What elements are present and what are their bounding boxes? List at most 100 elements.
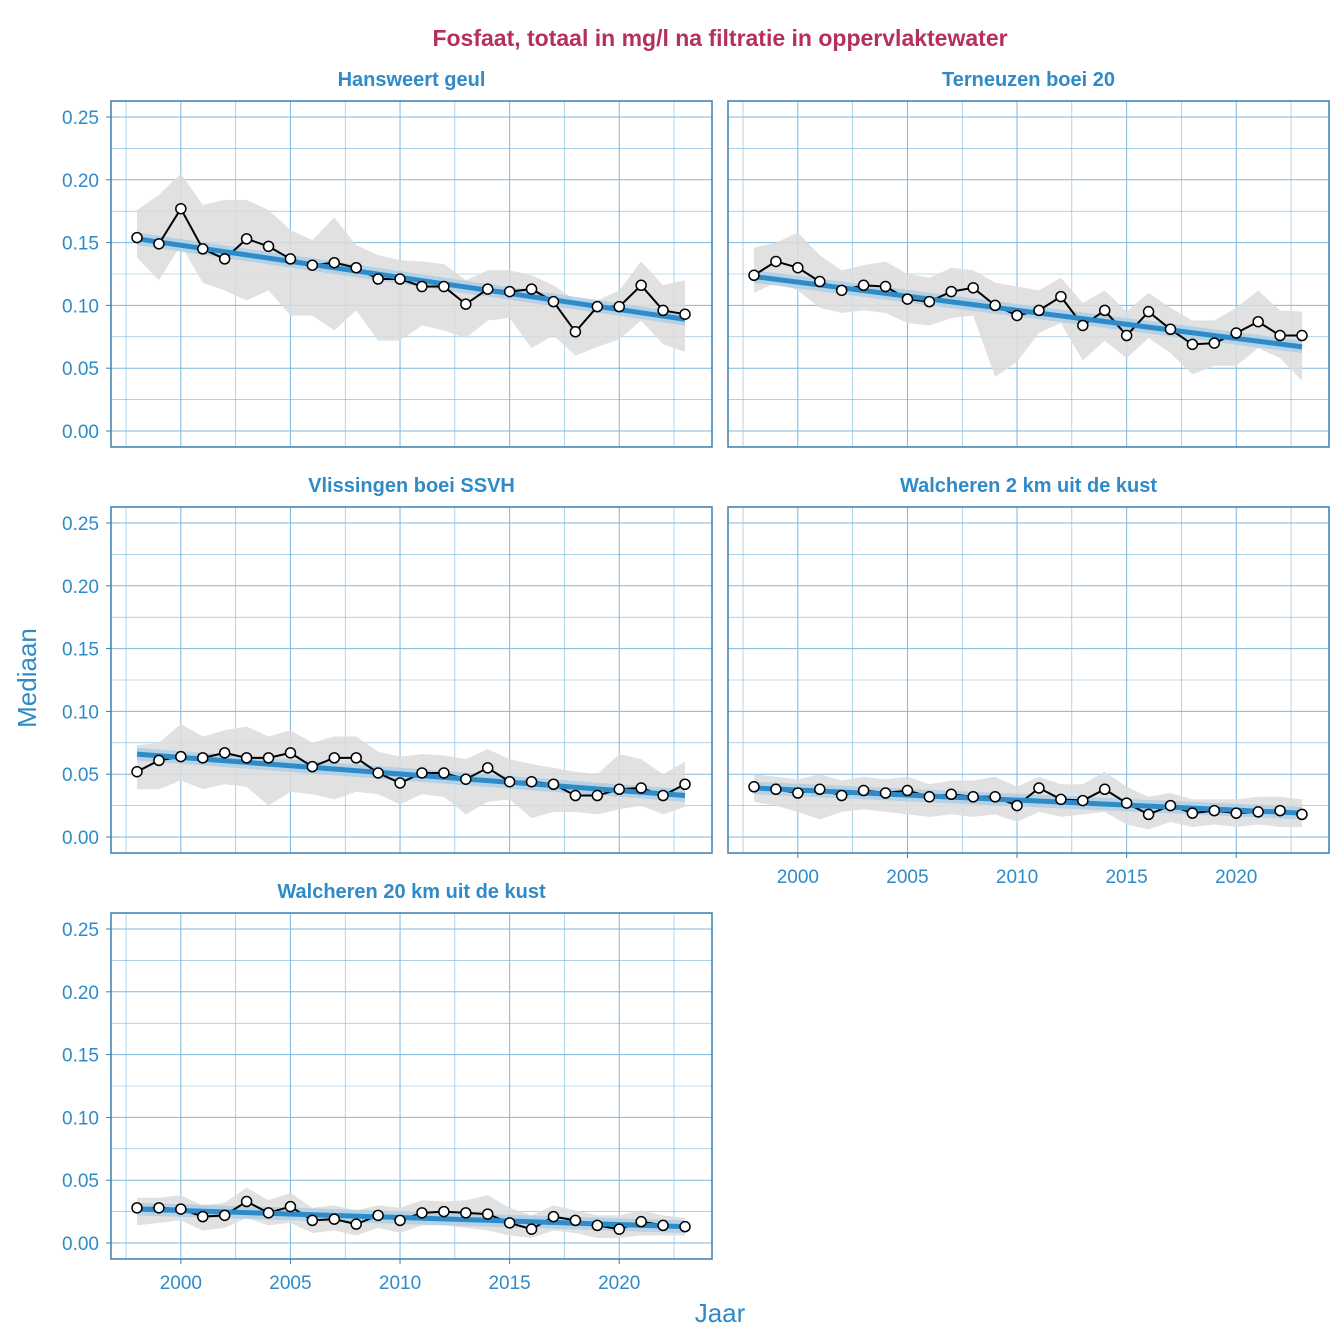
data-point — [1208, 804, 1221, 817]
y-tick-label: 0.05 — [62, 1171, 99, 1192]
data-point — [591, 300, 604, 313]
x-tick-label: 2015 — [1105, 867, 1147, 888]
data-point — [328, 256, 341, 269]
data-point — [989, 791, 1001, 803]
data-point — [1055, 290, 1067, 303]
data-point — [262, 1207, 275, 1219]
data-point — [394, 1214, 406, 1227]
data-point — [197, 752, 209, 764]
data-point — [1274, 804, 1286, 817]
data-point — [923, 791, 936, 803]
data-point — [175, 750, 187, 763]
y-tick-label: 0.05 — [62, 765, 99, 786]
panel-title: Terneuzen boei 20 — [942, 69, 1115, 91]
data-point — [481, 762, 494, 774]
data-point — [416, 767, 428, 779]
y-tick-label: 0.00 — [62, 422, 99, 443]
data-point — [350, 261, 362, 274]
data-point — [569, 1214, 582, 1227]
y-tick-label: 0.15 — [62, 640, 99, 661]
data-point — [770, 783, 782, 796]
data-point — [240, 233, 253, 245]
data-point — [460, 298, 472, 310]
data-point — [328, 752, 341, 764]
data-point — [284, 253, 297, 265]
data-point — [218, 253, 231, 265]
data-point — [945, 788, 958, 801]
y-tick-label: 0.20 — [62, 577, 99, 598]
data-point — [792, 787, 804, 799]
data-point — [503, 775, 516, 788]
data-point — [770, 255, 782, 268]
data-point — [1011, 309, 1023, 322]
data-point — [416, 280, 428, 293]
panel-0: Hansweert geul 0.00 0.05 0.10 0.15 0.20 0.25 — [62, 69, 713, 448]
data-point — [1296, 329, 1308, 342]
range-ribbon — [137, 173, 685, 356]
data-point — [1011, 799, 1023, 812]
data-point — [153, 1202, 165, 1214]
data-point — [306, 259, 319, 271]
panel-1: Terneuzen boei 20 — [727, 69, 1330, 448]
panel-border — [727, 100, 1330, 448]
panel-title: Hansweert geul — [338, 69, 486, 91]
data-point — [657, 1219, 669, 1232]
data-point — [262, 240, 275, 253]
data-point — [635, 279, 647, 292]
y-axis-title: Mediaan — [12, 628, 42, 728]
data-point — [1186, 807, 1199, 819]
data-point — [547, 778, 560, 790]
data-point — [503, 1217, 516, 1229]
data-point — [284, 1200, 297, 1213]
panel-title: Vlissingen boei SSVH — [308, 475, 515, 497]
data-point — [1033, 782, 1045, 794]
y-tick-label: 0.10 — [62, 702, 99, 723]
x-tick-label: 2020 — [598, 1273, 640, 1294]
data-point — [1164, 323, 1177, 336]
data-point — [1230, 327, 1242, 339]
x-tick-label: 2005 — [886, 867, 928, 888]
data-point — [1252, 315, 1264, 328]
data-point — [591, 789, 604, 802]
data-point — [131, 231, 143, 244]
panel-title: Walcheren 2 km uit de kust — [900, 475, 1157, 497]
panel-border — [110, 506, 713, 854]
data-point — [306, 760, 319, 773]
data-point — [613, 1223, 625, 1235]
x-tick-label: 2010 — [996, 867, 1038, 888]
y-tick-label: 0.00 — [62, 828, 99, 849]
panel-title: Walcheren 20 km uit de kust — [277, 881, 546, 903]
data-point — [879, 787, 892, 799]
chart-title: Fosfaat, totaal in mg/l na filtratie in … — [432, 25, 1007, 51]
y-tick-label: 0.25 — [62, 108, 99, 129]
data-point — [792, 261, 804, 274]
data-point — [613, 300, 625, 313]
data-point — [613, 783, 625, 796]
data-point — [197, 243, 209, 255]
data-point — [1164, 799, 1177, 812]
panel-border — [110, 100, 713, 448]
data-point — [481, 283, 494, 295]
data-point — [1098, 304, 1111, 317]
data-point — [525, 283, 538, 295]
y-tick-label: 0.15 — [62, 1046, 99, 1067]
data-point — [481, 1208, 494, 1220]
data-point — [1296, 808, 1308, 821]
data-point — [350, 752, 362, 764]
data-point — [460, 1207, 472, 1219]
data-point — [1274, 329, 1286, 342]
data-point — [1120, 797, 1133, 809]
data-point — [153, 754, 165, 767]
data-point — [1077, 319, 1089, 332]
data-point — [1230, 807, 1242, 819]
data-point — [525, 775, 538, 788]
y-tick-label: 0.20 — [62, 983, 99, 1004]
data-point — [748, 781, 760, 793]
y-tick-label: 0.10 — [62, 1108, 99, 1129]
panel-border — [110, 912, 713, 1260]
data-point — [1098, 783, 1111, 796]
data-point — [569, 326, 582, 338]
data-point — [503, 285, 516, 298]
data-point — [547, 295, 560, 308]
